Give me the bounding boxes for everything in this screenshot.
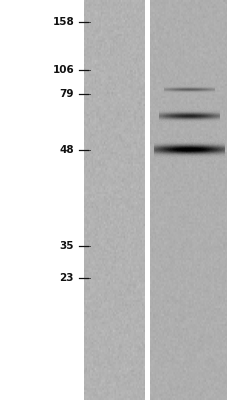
- Bar: [0, 0, 82, 400]
- Text: 158: 158: [52, 17, 74, 27]
- Text: 23: 23: [59, 273, 74, 283]
- Text: 79: 79: [59, 89, 74, 99]
- Text: 35: 35: [59, 241, 74, 251]
- Text: 106: 106: [52, 65, 74, 75]
- Bar: [145, 0, 149, 400]
- Text: 48: 48: [59, 145, 74, 155]
